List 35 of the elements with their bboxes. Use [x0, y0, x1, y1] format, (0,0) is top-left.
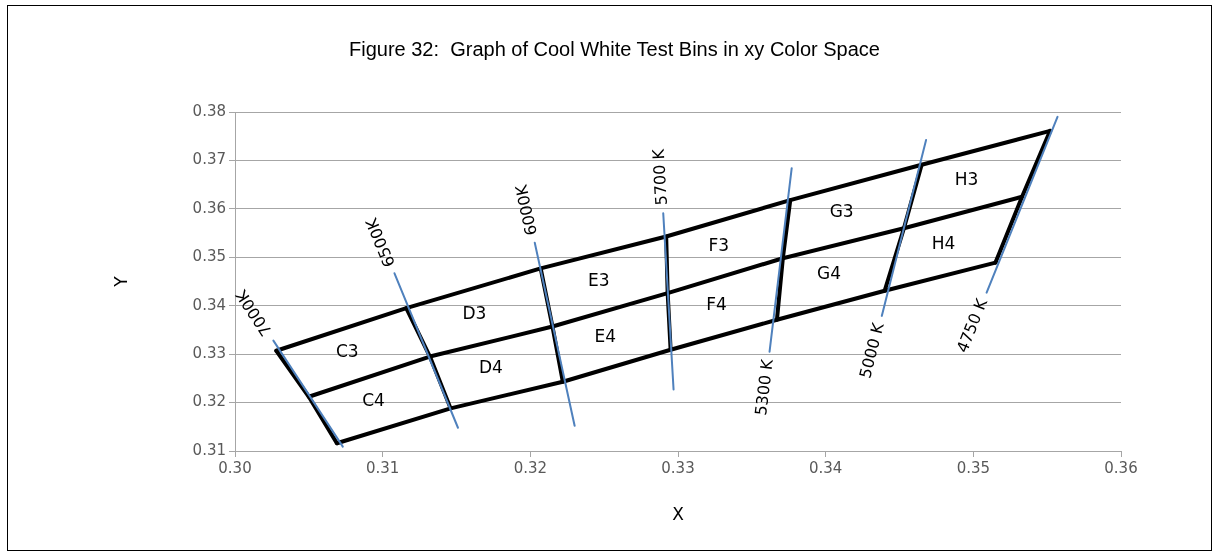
- x-tick-label: 0.35: [956, 458, 991, 477]
- x-axis-title: X: [672, 504, 685, 525]
- annotation: F3: [708, 235, 730, 256]
- x-tick-label: 0.32: [513, 458, 548, 477]
- y-tick-label: 0.35: [192, 247, 226, 266]
- x-tick-label: 0.33: [661, 458, 695, 477]
- annotation: D3: [462, 303, 487, 324]
- chart-title: Figure 32: Graph of Cool White Test Bins in xy Color Space: [349, 37, 880, 60]
- annotation: H3: [954, 168, 979, 189]
- y-tick-label: 0.36: [192, 198, 226, 217]
- annotation: H4: [931, 233, 956, 253]
- annotation: E3: [587, 269, 610, 290]
- annotation: C3: [336, 341, 359, 362]
- text: 5300 K: [751, 357, 777, 417]
- y-tick-label: 0.38: [192, 101, 226, 120]
- annotation: C4: [362, 389, 385, 410]
- text: 5700 K: [648, 148, 671, 206]
- x-tick-label: 0.30: [218, 458, 252, 477]
- x-tick-label: 0.36: [1104, 458, 1138, 477]
- text: 6000K: [511, 182, 542, 238]
- y-tick-label: 0.37: [192, 150, 226, 169]
- text: 4750 K: [952, 295, 992, 356]
- y-tick-label: 0.32: [192, 392, 226, 411]
- text: 5000 K: [855, 320, 888, 381]
- y-tick-label: 0.34: [192, 295, 226, 314]
- annotation: F4: [706, 293, 727, 314]
- annotation: G3: [829, 201, 854, 222]
- y-axis-title: Y: [110, 275, 131, 288]
- annotation: E4: [594, 326, 617, 347]
- y-tick-label: 0.31: [192, 440, 226, 459]
- x-tick-label: 0.34: [808, 458, 843, 477]
- x-tick-label: 0.31: [365, 458, 400, 477]
- annotation: D4: [479, 356, 503, 377]
- annotation: G4: [817, 262, 842, 283]
- y-tick-label: 0.33: [192, 344, 226, 363]
